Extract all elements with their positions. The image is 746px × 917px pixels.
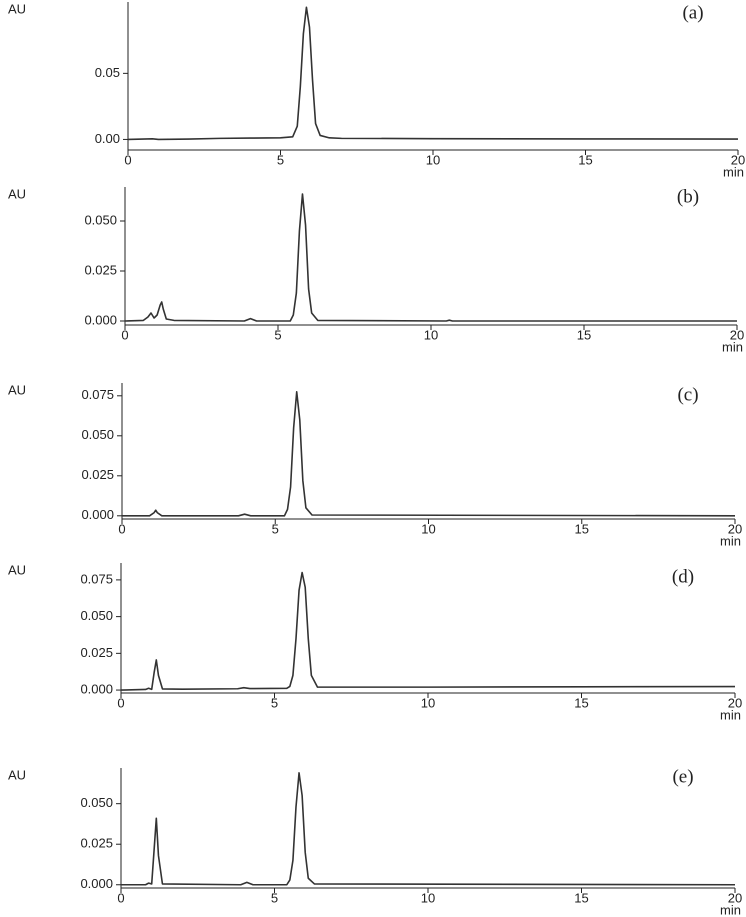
y-tick-label: 0.075 <box>80 571 113 586</box>
x-tick-label: 10 <box>421 695 435 710</box>
y-tick-label: 0.00 <box>95 131 120 146</box>
x-tick-label: 0 <box>121 327 128 342</box>
y-tick-label: 0.000 <box>80 681 113 696</box>
x-axis-label: min <box>723 164 744 179</box>
y-tick-label: 0.025 <box>84 262 117 277</box>
y-tick-label: 0.025 <box>80 836 113 851</box>
y-tick-label: 0.075 <box>81 387 114 402</box>
x-tick-label: 0 <box>118 521 125 536</box>
trace <box>122 391 736 517</box>
panel-label: (b) <box>677 186 699 207</box>
y-axis-label: AU <box>8 186 26 201</box>
panel-label: (a) <box>682 2 703 23</box>
x-tick-label: 20 <box>731 152 745 167</box>
x-tick-label: 5 <box>271 890 278 905</box>
x-tick-label: 5 <box>274 327 281 342</box>
y-tick-label: 0.050 <box>84 212 117 227</box>
x-tick-label: 15 <box>574 695 588 710</box>
x-tick-label: 10 <box>421 521 435 536</box>
x-tick-label: 15 <box>575 521 589 536</box>
x-tick-label: 0 <box>124 152 131 167</box>
x-axis-label: min <box>720 533 741 548</box>
trace <box>124 193 737 322</box>
panel-label: (e) <box>672 766 693 787</box>
y-tick-label: 0.000 <box>80 876 113 891</box>
y-tick-label: 0.050 <box>80 795 113 810</box>
y-tick-label: 0.000 <box>81 507 114 522</box>
x-axis-label: min <box>720 707 741 722</box>
y-tick-label: 0.025 <box>81 467 114 482</box>
x-tick-label: 20 <box>728 890 742 905</box>
x-tick-label: 5 <box>271 695 278 710</box>
y-axis-label: AU <box>8 1 26 16</box>
x-tick-label: 20 <box>728 695 742 710</box>
x-axis-label: min <box>722 339 743 354</box>
y-axis-label: AU <box>8 562 26 577</box>
y-tick-label: 0.050 <box>80 608 113 623</box>
x-tick-label: 10 <box>424 327 438 342</box>
y-tick-label: 0.050 <box>81 427 114 442</box>
x-tick-label: 15 <box>577 327 591 342</box>
x-tick-label: 5 <box>277 152 284 167</box>
y-tick-label: 0.000 <box>84 312 117 327</box>
trace <box>121 772 736 886</box>
x-tick-label: 0 <box>117 695 124 710</box>
y-tick-label: 0.05 <box>95 65 120 80</box>
trace <box>120 571 736 691</box>
x-tick-label: 20 <box>728 521 742 536</box>
x-tick-label: 15 <box>578 152 592 167</box>
x-tick-label: 10 <box>421 890 435 905</box>
panel-label: (d) <box>672 566 694 587</box>
x-tick-label: 15 <box>574 890 588 905</box>
x-tick-label: 5 <box>272 521 279 536</box>
y-tick-label: 0.025 <box>80 645 113 660</box>
x-axis-label: min <box>720 902 741 917</box>
trace <box>127 6 739 141</box>
x-tick-label: 0 <box>117 890 124 905</box>
x-tick-label: 10 <box>426 152 440 167</box>
x-tick-label: 20 <box>730 327 744 342</box>
panel-label: (c) <box>677 384 698 405</box>
y-axis-label: AU <box>8 767 26 782</box>
y-axis-label: AU <box>8 382 26 397</box>
